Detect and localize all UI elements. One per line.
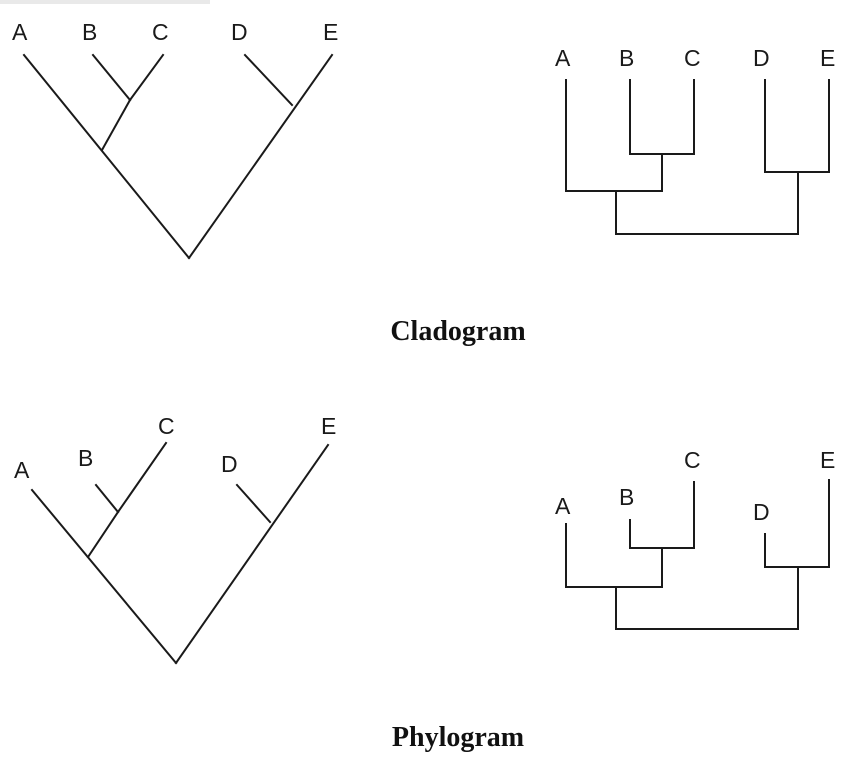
leaf-label-e: E: [820, 447, 835, 473]
branch-bc-stem: [86, 510, 120, 559]
leaf-label-c: C: [158, 413, 175, 439]
branch-d: [243, 53, 294, 107]
phylogram-caption: Phylogram: [392, 722, 524, 753]
cladogram-rectangular-tree: A B C D E: [555, 45, 835, 235]
branch-c: [128, 53, 165, 102]
cladogram-caption: Cladogram: [390, 316, 525, 347]
leaf-label-e: E: [323, 19, 338, 45]
leaf-label-b: B: [619, 484, 634, 510]
branch-e: [174, 443, 330, 665]
branch-a: [30, 488, 178, 665]
branch-a: [22, 53, 191, 260]
cladogram-diagonal-tree: A B C D E: [12, 19, 338, 260]
branch-bc-stem: [100, 98, 132, 152]
branch-b: [91, 53, 132, 102]
leaf-label-c: C: [152, 19, 169, 45]
phylogram-diagonal-tree: A B C D E: [14, 413, 336, 665]
leaf-label-a: A: [12, 19, 28, 45]
top-left-shade: [0, 0, 210, 4]
leaf-label-a: A: [555, 45, 571, 71]
leaf-label-d: D: [221, 451, 238, 477]
leaf-label-a: A: [555, 493, 571, 519]
leaf-label-e: E: [820, 45, 835, 71]
leaf-label-d: D: [231, 19, 248, 45]
leaf-label-b: B: [619, 45, 634, 71]
branch-c: [116, 441, 168, 514]
branch-d: [235, 483, 272, 524]
leaf-label-d: D: [753, 499, 770, 525]
phylogram-rectangular-tree: A B C D E: [555, 447, 835, 630]
leaf-label-d: D: [753, 45, 770, 71]
leaf-label-e: E: [321, 413, 336, 439]
leaf-label-b: B: [78, 445, 93, 471]
leaf-label-c: C: [684, 45, 701, 71]
branch-e: [187, 53, 334, 260]
leaf-label-c: C: [684, 447, 701, 473]
leaf-label-a: A: [14, 457, 30, 483]
leaf-label-b: B: [82, 19, 97, 45]
branch-b: [94, 483, 120, 514]
